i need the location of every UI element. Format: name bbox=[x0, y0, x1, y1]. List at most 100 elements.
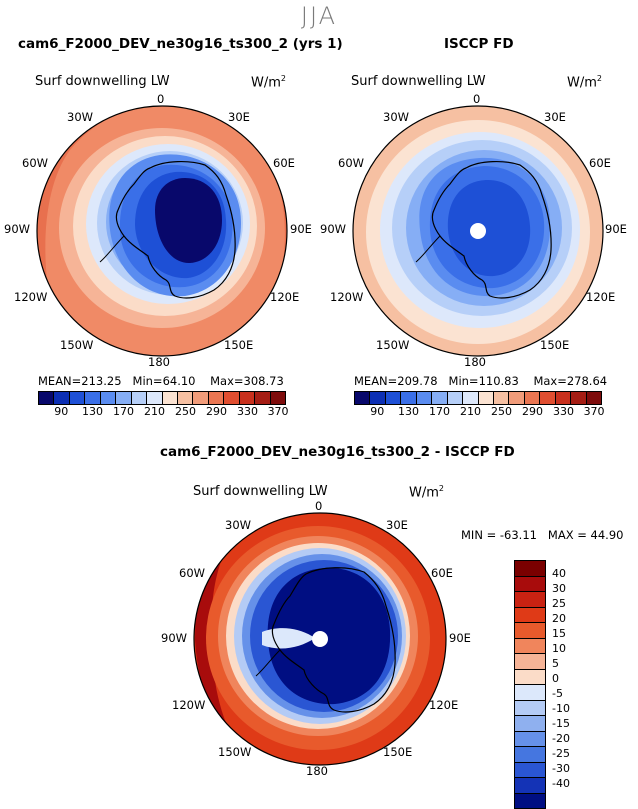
obs-units-label: W/m2 bbox=[567, 74, 602, 91]
diff-lon-label-150e: 150E bbox=[383, 745, 413, 759]
model-lon-label-150w: 150W bbox=[60, 338, 94, 352]
diff-colorbar-swatch bbox=[515, 685, 545, 701]
diff-colorbar-swatch bbox=[515, 793, 545, 808]
obs-lon-label-120w: 120W bbox=[330, 290, 364, 304]
obs-colorbar-swatch bbox=[571, 392, 587, 404]
model-colorbar: 90 130 170 210 250 290 330 370 bbox=[38, 391, 289, 419]
obs-stats: MEAN=209.78 Min=110.83 Max=278.64 bbox=[354, 374, 608, 388]
diff-colorbar-swatch bbox=[515, 669, 545, 685]
diff-colorbar-swatch bbox=[515, 607, 545, 623]
diff-colorbar-tick: -10 bbox=[552, 702, 570, 715]
diff-lon-label-90e: 90E bbox=[449, 631, 471, 645]
diff-colorbar-swatch bbox=[515, 731, 545, 747]
model-colorbar-swatch bbox=[54, 392, 70, 404]
model-colorbar-swatch bbox=[131, 392, 148, 404]
model-colorbar-swatch bbox=[147, 392, 163, 404]
obs-colorbar-swatch bbox=[401, 392, 417, 404]
diff-lon-label-60e: 60E bbox=[431, 566, 453, 580]
model-field bbox=[37, 106, 287, 356]
obs-colorbar-tick: 290 bbox=[522, 405, 544, 418]
model-colorbar-swatch bbox=[69, 392, 86, 404]
diff-colorbar-swatch bbox=[515, 762, 545, 778]
diff-colorbar-tick: -30 bbox=[552, 762, 570, 775]
obs-colorbar-tick: 130 bbox=[398, 405, 420, 418]
diff-colorbar-tick: -15 bbox=[552, 717, 570, 730]
diff-colorbar-tick: 40 bbox=[552, 567, 566, 580]
model-lon-label-120w: 120W bbox=[14, 290, 48, 304]
diff-colorbar-tick: 5 bbox=[552, 657, 559, 670]
obs-colorbar-tick: 250 bbox=[491, 405, 513, 418]
diff-colorbar-tick: 25 bbox=[552, 597, 566, 610]
obs-lon-label-150w: 150W bbox=[376, 338, 410, 352]
model-colorbar-swatch bbox=[224, 392, 240, 404]
obs-colorbar-swatch bbox=[478, 392, 494, 404]
model-units-label: W/m2 bbox=[251, 74, 286, 91]
model-stats: MEAN=213.25 Min=64.10 Max=308.73 bbox=[38, 374, 284, 388]
obs-colorbar-tick: 90 bbox=[370, 405, 385, 418]
diff-lon-label-0: 0 bbox=[315, 499, 323, 513]
diff-colorbar bbox=[514, 560, 546, 809]
diff-colorbar-swatch bbox=[515, 654, 545, 670]
model-lon-label-60e: 60E bbox=[273, 156, 295, 170]
diff-colorbar-tick: -25 bbox=[552, 747, 570, 760]
diff-lon-label-30e: 30E bbox=[386, 518, 408, 532]
diff-colorbar-ticks: 40 30 25 20 15 10 5 0 -5 -10 -15 -20 -25… bbox=[552, 560, 592, 790]
model-colorbar-swatch bbox=[39, 392, 55, 404]
obs-colorbar-swatch bbox=[586, 392, 601, 404]
model-lon-label-90w: 90W bbox=[4, 222, 31, 236]
obs-colorbar-swatch bbox=[416, 392, 433, 404]
diff-colorbar-tick: -20 bbox=[552, 732, 570, 745]
diff-lon-label-180: 180 bbox=[306, 764, 328, 778]
model-colorbar-swatch bbox=[116, 392, 132, 404]
model-colorbar-swatch bbox=[85, 392, 101, 404]
diff-lon-label-60w: 60W bbox=[179, 566, 206, 580]
obs-lon-label-60e: 60E bbox=[589, 156, 611, 170]
diff-colorbar-tick: 15 bbox=[552, 627, 566, 640]
model-lon-label-150e: 150E bbox=[224, 338, 254, 352]
model-colorbar-tick: 170 bbox=[113, 405, 135, 418]
diff-colorbar-swatch bbox=[515, 592, 545, 608]
obs-colorbar-swatch bbox=[447, 392, 464, 404]
diff-lon-label-30w: 30W bbox=[225, 518, 252, 532]
diff-colorbar-swatch bbox=[515, 778, 545, 794]
obs-colorbar-swatch bbox=[524, 392, 541, 404]
model-lon-label-60w: 60W bbox=[22, 156, 49, 170]
model-colorbar-swatch bbox=[239, 392, 256, 404]
model-colorbar-swatch bbox=[270, 392, 285, 404]
diff-colorbar-tick: 10 bbox=[552, 642, 566, 655]
diff-lon-label-120e: 120E bbox=[429, 698, 459, 712]
model-colorbar-tick: 90 bbox=[54, 405, 69, 418]
model-colorbar-tick: 290 bbox=[206, 405, 228, 418]
obs-colorbar-swatch bbox=[385, 392, 402, 404]
diff-stats: MIN = -63.11 MAX = 44.90 bbox=[461, 528, 624, 542]
model-colorbar-tick: 130 bbox=[82, 405, 104, 418]
diff-colorbar-tick: -5 bbox=[552, 687, 563, 700]
obs-colorbar-tick: 370 bbox=[583, 405, 605, 418]
model-colorbar-tick: 210 bbox=[144, 405, 166, 418]
obs-lon-label-30w: 30W bbox=[383, 110, 410, 124]
obs-colorbar-swatch bbox=[370, 392, 386, 404]
obs-panel-title: ISCCP FD bbox=[444, 36, 514, 52]
model-lon-label-90e: 90E bbox=[290, 222, 312, 236]
obs-variable-label: Surf downwelling LW bbox=[351, 74, 486, 89]
obs-colorbar-swatch bbox=[463, 392, 479, 404]
diff-colorbar-swatch bbox=[515, 700, 545, 716]
model-colorbar-swatch bbox=[177, 392, 194, 404]
diff-colorbar-tick: -40 bbox=[552, 777, 570, 790]
model-lon-label-180: 180 bbox=[148, 355, 170, 369]
obs-lon-label-90e: 90E bbox=[605, 222, 627, 236]
diff-units-label: W/m2 bbox=[409, 484, 444, 501]
obs-colorbar-swatch bbox=[540, 392, 556, 404]
model-colorbar-swatch bbox=[255, 392, 271, 404]
diff-colorbar-tick: 30 bbox=[552, 582, 566, 595]
obs-colorbar-swatch bbox=[509, 392, 525, 404]
obs-colorbar-tick: 210 bbox=[460, 405, 482, 418]
obs-colorbar-swatch bbox=[493, 392, 510, 404]
diff-colorbar-swatch bbox=[515, 576, 545, 592]
obs-colorbar: 90 130 170 210 250 290 330 370 bbox=[354, 391, 605, 419]
model-polar-map bbox=[36, 105, 604, 766]
model-colorbar-swatch bbox=[208, 392, 225, 404]
obs-colorbar-tick: 170 bbox=[429, 405, 451, 418]
obs-colorbar-swatch bbox=[355, 392, 371, 404]
model-lon-label-0: 0 bbox=[157, 92, 165, 106]
